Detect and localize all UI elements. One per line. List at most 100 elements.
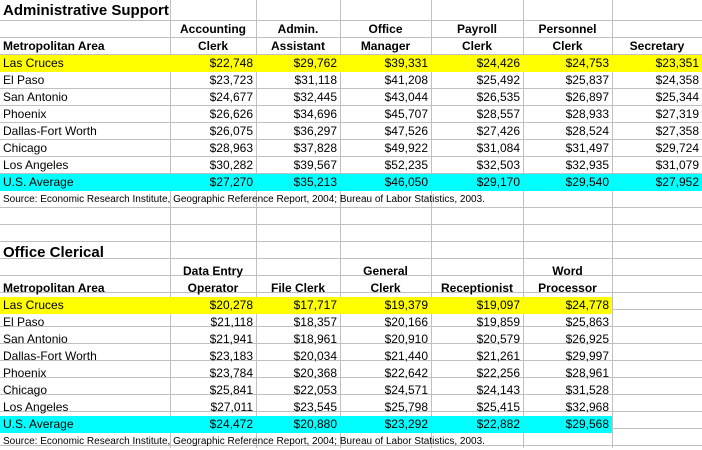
- admin-salary-cell: $39,567: [293, 158, 337, 172]
- row-gridline: [0, 37, 702, 38]
- clerical-row-label: Phoenix: [3, 366, 47, 380]
- admin-row-label: San Antonio: [3, 90, 68, 104]
- header-office-1: Office: [368, 22, 403, 36]
- clerical-salary-cell: $22,642: [384, 366, 428, 380]
- clerical-salary-cell: $21,941: [209, 332, 253, 346]
- header-metro-area-admin: Metropolitan Area: [3, 39, 105, 53]
- admin-row-label: U.S. Average: [3, 175, 74, 189]
- header-accounting-1: Accounting: [180, 22, 246, 36]
- clerical-salary-cell: $17,717: [293, 298, 337, 312]
- admin-salary-cell: $28,557: [476, 107, 520, 121]
- admin-salary-cell: $32,503: [476, 158, 520, 172]
- clerical-salary-cell: $20,368: [293, 366, 337, 380]
- header-data-entry-2: Operator: [187, 281, 239, 295]
- admin-salary-cell: $27,319: [655, 107, 699, 121]
- header-data-entry-1: Data Entry: [182, 264, 244, 278]
- clerical-row-label: Los Angeles: [3, 400, 69, 414]
- header-word-1: Word: [552, 264, 583, 278]
- clerical-salary-cell: $20,166: [384, 315, 428, 329]
- row-gridline: [0, 326, 702, 327]
- admin-salary-cell: $27,270: [209, 175, 253, 189]
- admin-row-label: Las Cruces: [3, 56, 64, 70]
- column-gridline: [612, 0, 613, 448]
- clerical-row-label: San Antonio: [3, 332, 68, 346]
- clerical-salary-cell: $20,278: [209, 298, 253, 312]
- row-gridline: [0, 139, 702, 140]
- clerical-salary-cell: $23,292: [384, 417, 428, 431]
- header-office-2: Manager: [360, 39, 411, 53]
- admin-salary-cell: $26,075: [209, 124, 253, 138]
- section-title-clerical: Office Clerical: [3, 244, 104, 261]
- admin-salary-cell: $27,358: [655, 124, 699, 138]
- highlight-las-cruces-clerical: [0, 297, 612, 314]
- row-gridline: [0, 241, 702, 242]
- clerical-row-label: Dallas-Fort Worth: [3, 349, 97, 363]
- clerical-salary-cell: $29,568: [565, 417, 609, 431]
- clerical-salary-cell: $28,961: [565, 366, 609, 380]
- column-gridline: [256, 0, 257, 448]
- clerical-salary-cell: $26,925: [565, 332, 609, 346]
- admin-salary-cell: $29,724: [655, 141, 699, 155]
- admin-row-label: Dallas-Fort Worth: [3, 124, 97, 138]
- header-payroll-1: Payroll: [456, 22, 498, 36]
- admin-row-label: Phoenix: [3, 107, 47, 121]
- clerical-salary-cell: $25,415: [476, 400, 520, 414]
- header-general-1: General: [363, 264, 408, 278]
- column-gridline: [340, 0, 341, 448]
- header-file-clerk: File Clerk: [270, 281, 326, 295]
- admin-salary-cell: $39,331: [384, 56, 428, 70]
- row-gridline: [0, 394, 702, 395]
- admin-salary-cell: $52,235: [384, 158, 428, 172]
- admin-salary-cell: $27,952: [655, 175, 699, 189]
- admin-salary-cell: $26,535: [476, 90, 520, 104]
- row-gridline: [0, 173, 702, 174]
- admin-salary-cell: $26,897: [565, 90, 609, 104]
- admin-salary-cell: $23,351: [655, 56, 699, 70]
- admin-salary-cell: $32,935: [565, 158, 609, 172]
- clerical-salary-cell: $21,440: [384, 349, 428, 363]
- clerical-salary-cell: $23,545: [293, 400, 337, 414]
- highlight-us-average-admin: [0, 174, 702, 191]
- clerical-salary-cell: $25,863: [565, 315, 609, 329]
- clerical-salary-cell: $31,528: [565, 383, 609, 397]
- admin-salary-cell: $24,426: [476, 56, 520, 70]
- admin-salary-cell: $23,723: [209, 73, 253, 87]
- header-personnel-1: Personnel: [538, 22, 597, 36]
- header-admin-1: Admin.: [277, 22, 319, 36]
- column-gridline: [431, 0, 432, 448]
- clerical-salary-cell: $19,097: [476, 298, 520, 312]
- row-gridline: [0, 445, 702, 446]
- clerical-salary-cell: $24,143: [476, 383, 520, 397]
- source-note-clerical: Source: Economic Research Institute, Geo…: [3, 436, 485, 447]
- admin-salary-cell: $47,526: [384, 124, 428, 138]
- header-accounting-2: Clerk: [197, 39, 229, 53]
- header-secretary: Secretary: [629, 39, 685, 53]
- admin-salary-cell: $31,079: [655, 158, 699, 172]
- admin-salary-cell: $25,492: [476, 73, 520, 87]
- clerical-salary-cell: $24,472: [209, 417, 253, 431]
- admin-salary-cell: $29,170: [476, 175, 520, 189]
- admin-salary-cell: $28,933: [565, 107, 609, 121]
- clerical-salary-cell: $25,841: [209, 383, 253, 397]
- header-metro-area-clerical: Metropolitan Area: [3, 281, 105, 295]
- clerical-salary-cell: $18,357: [293, 315, 337, 329]
- row-gridline: [0, 105, 702, 106]
- row-gridline: [0, 224, 702, 225]
- row-gridline: [0, 122, 702, 123]
- header-receptionist: Receptionist: [440, 281, 513, 295]
- clerical-salary-cell: $22,256: [476, 366, 520, 380]
- clerical-row-label: U.S. Average: [3, 417, 74, 431]
- header-admin-2: Assistant: [270, 39, 326, 53]
- row-gridline: [0, 411, 702, 412]
- clerical-salary-cell: $20,579: [476, 332, 520, 346]
- admin-salary-cell: $24,753: [565, 56, 609, 70]
- row-gridline: [0, 207, 702, 208]
- column-gridline: [523, 0, 524, 448]
- clerical-salary-cell: $18,961: [293, 332, 337, 346]
- clerical-salary-cell: $29,997: [565, 349, 609, 363]
- admin-salary-cell: $46,050: [384, 175, 428, 189]
- admin-salary-cell: $31,497: [565, 141, 609, 155]
- admin-salary-cell: $27,426: [476, 124, 520, 138]
- admin-salary-cell: $22,748: [209, 56, 253, 70]
